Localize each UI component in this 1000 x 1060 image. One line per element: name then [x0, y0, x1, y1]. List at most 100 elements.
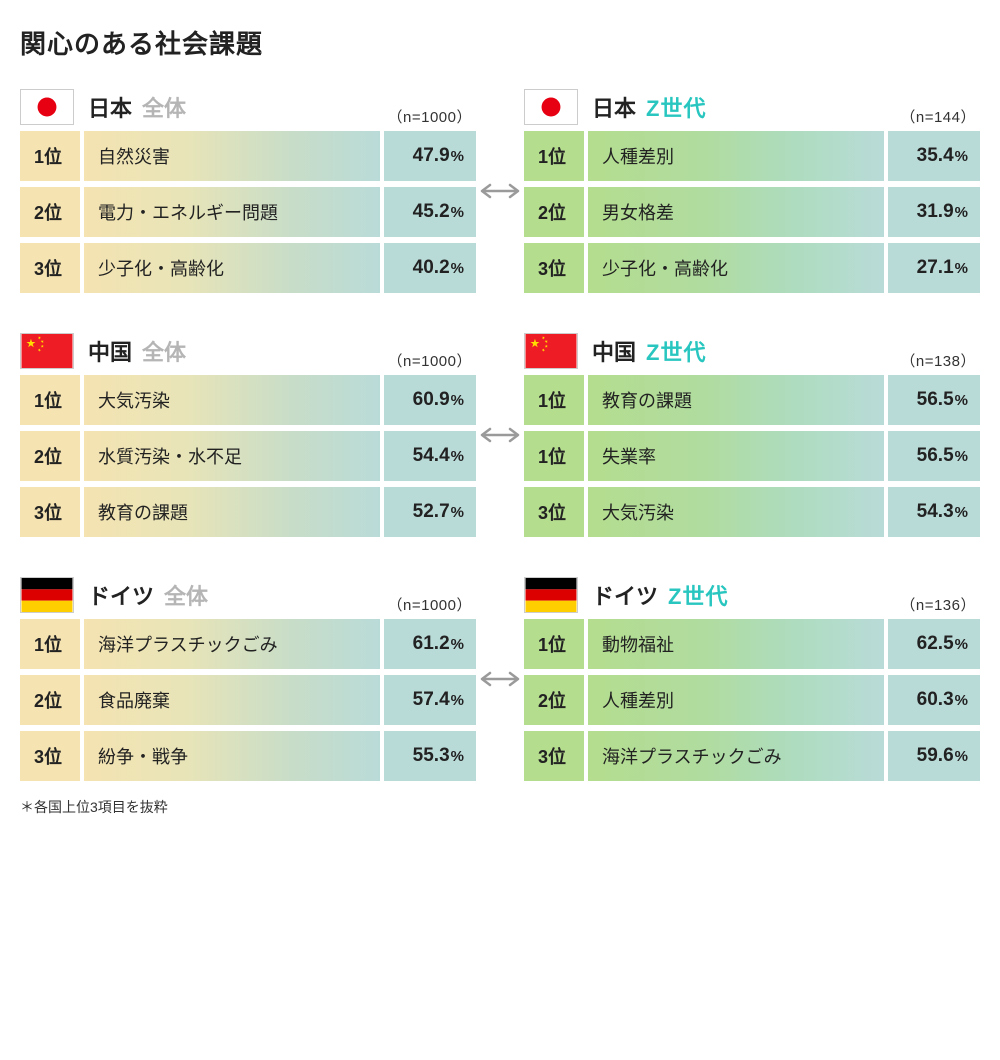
country-name: 中国: [88, 335, 132, 367]
rank-cell: 1位: [20, 375, 80, 425]
ranking-row: 3位 教育の課題 52.7%: [20, 487, 476, 537]
comparison-grid: 日本 全体 （n=1000） 1位 自然災害 47.9% 2位 電力・エネルギー…: [20, 89, 980, 781]
issue-label: 電力・エネルギー問題: [84, 187, 380, 237]
ranking-row: 1位 教育の課題 56.5%: [524, 375, 980, 425]
rank-cell: 3位: [524, 731, 584, 781]
issue-label: 動物福祉: [588, 619, 884, 669]
sample-size: （n=138）: [900, 350, 976, 371]
percentage-cell: 52.7%: [384, 487, 476, 537]
percentage-cell: 61.2%: [384, 619, 476, 669]
ranking-rows: 1位 大気汚染 60.9% 2位 水質汚染・水不足 54.4% 3位 教育の課題…: [20, 375, 476, 537]
percentage-cell: 55.3%: [384, 731, 476, 781]
rank-cell: 1位: [20, 619, 80, 669]
ranking-rows: 1位 教育の課題 56.5% 1位 失業率 56.5% 3位 大気汚染 54.3…: [524, 375, 980, 537]
segment-label-z: Z世代: [646, 91, 706, 123]
ranking-row: 3位 少子化・高齢化 27.1%: [524, 243, 980, 293]
percentage-cell: 60.3%: [888, 675, 980, 725]
sample-size: （n=144）: [900, 106, 976, 127]
segment-label-all: 全体: [142, 335, 186, 367]
ranking-row: 3位 少子化・高齢化 40.2%: [20, 243, 476, 293]
segment-label-all: 全体: [142, 91, 186, 123]
ranking-panel-all: 日本 全体 （n=1000） 1位 自然災害 47.9% 2位 電力・エネルギー…: [20, 89, 476, 293]
issue-label: 大気汚染: [84, 375, 380, 425]
ranking-row: 2位 人種差別 60.3%: [524, 675, 980, 725]
rank-cell: 3位: [20, 731, 80, 781]
ranking-panel-z: ドイツ Z世代 （n=136） 1位 動物福祉 62.5% 2位 人種差別 60…: [524, 577, 980, 781]
ranking-row: 1位 海洋プラスチックごみ 61.2%: [20, 619, 476, 669]
percentage-cell: 31.9%: [888, 187, 980, 237]
flag-japan-icon: [20, 89, 74, 125]
panel-header: 中国 全体 （n=1000）: [20, 333, 476, 369]
percentage-cell: 40.2%: [384, 243, 476, 293]
rank-cell: 1位: [524, 131, 584, 181]
percentage-cell: 62.5%: [888, 619, 980, 669]
ranking-row: 3位 紛争・戦争 55.3%: [20, 731, 476, 781]
percentage-cell: 54.3%: [888, 487, 980, 537]
issue-label: 人種差別: [588, 675, 884, 725]
double-arrow-icon: [478, 426, 522, 444]
country-name: 日本: [88, 91, 132, 123]
panel-header: ドイツ Z世代 （n=136）: [524, 577, 980, 613]
issue-label: 少子化・高齢化: [84, 243, 380, 293]
ranking-row: 2位 電力・エネルギー問題 45.2%: [20, 187, 476, 237]
issue-label: 人種差別: [588, 131, 884, 181]
issue-label: 食品廃棄: [84, 675, 380, 725]
flag-china-icon: [20, 333, 74, 369]
panel-header: 中国 Z世代 （n=138）: [524, 333, 980, 369]
rank-cell: 2位: [20, 675, 80, 725]
ranking-row: 2位 水質汚染・水不足 54.4%: [20, 431, 476, 481]
panel-header: ドイツ 全体 （n=1000）: [20, 577, 476, 613]
issue-label: 少子化・高齢化: [588, 243, 884, 293]
issue-label: 海洋プラスチックごみ: [84, 619, 380, 669]
rank-cell: 1位: [524, 619, 584, 669]
country-name: 中国: [592, 335, 636, 367]
page-title: 関心のある社会課題: [20, 24, 980, 61]
ranking-row: 2位 食品廃棄 57.4%: [20, 675, 476, 725]
rank-cell: 1位: [524, 375, 584, 425]
ranking-rows: 1位 動物福祉 62.5% 2位 人種差別 60.3% 3位 海洋プラスチックご…: [524, 619, 980, 781]
ranking-panel-z: 中国 Z世代 （n=138） 1位 教育の課題 56.5% 1位 失業率 56.…: [524, 333, 980, 537]
issue-label: 教育の課題: [588, 375, 884, 425]
issue-label: 自然災害: [84, 131, 380, 181]
issue-label: 教育の課題: [84, 487, 380, 537]
footnote: ＊各国上位3項目を抜粋: [20, 797, 980, 817]
rank-cell: 2位: [20, 187, 80, 237]
flag-germany-icon: [20, 577, 74, 613]
connector: [476, 333, 524, 537]
double-arrow-icon: [478, 182, 522, 200]
panel-header: 日本 Z世代 （n=144）: [524, 89, 980, 125]
flag-china-icon: [524, 333, 578, 369]
ranking-panel-z: 日本 Z世代 （n=144） 1位 人種差別 35.4% 2位 男女格差 31.…: [524, 89, 980, 293]
percentage-cell: 35.4%: [888, 131, 980, 181]
rank-cell: 1位: [524, 431, 584, 481]
issue-label: 海洋プラスチックごみ: [588, 731, 884, 781]
ranking-row: 2位 男女格差 31.9%: [524, 187, 980, 237]
percentage-cell: 54.4%: [384, 431, 476, 481]
rank-cell: 3位: [524, 243, 584, 293]
percentage-cell: 59.6%: [888, 731, 980, 781]
connector: [476, 89, 524, 293]
country-name: 日本: [592, 91, 636, 123]
rank-cell: 3位: [20, 243, 80, 293]
ranking-panel-all: 中国 全体 （n=1000） 1位 大気汚染 60.9% 2位 水質汚染・水不足…: [20, 333, 476, 537]
sample-size: （n=136）: [900, 594, 976, 615]
ranking-panel-all: ドイツ 全体 （n=1000） 1位 海洋プラスチックごみ 61.2% 2位 食…: [20, 577, 476, 781]
ranking-row: 1位 人種差別 35.4%: [524, 131, 980, 181]
percentage-cell: 47.9%: [384, 131, 476, 181]
rank-cell: 1位: [20, 131, 80, 181]
issue-label: 男女格差: [588, 187, 884, 237]
ranking-rows: 1位 人種差別 35.4% 2位 男女格差 31.9% 3位 少子化・高齢化 2…: [524, 131, 980, 293]
flag-japan-icon: [524, 89, 578, 125]
issue-label: 大気汚染: [588, 487, 884, 537]
sample-size: （n=1000）: [388, 594, 472, 615]
rank-cell: 2位: [524, 187, 584, 237]
rank-cell: 3位: [20, 487, 80, 537]
country-name: ドイツ: [592, 579, 658, 611]
rank-cell: 3位: [524, 487, 584, 537]
ranking-row: 1位 動物福祉 62.5%: [524, 619, 980, 669]
ranking-row: 3位 大気汚染 54.3%: [524, 487, 980, 537]
ranking-row: 1位 大気汚染 60.9%: [20, 375, 476, 425]
ranking-rows: 1位 自然災害 47.9% 2位 電力・エネルギー問題 45.2% 3位 少子化…: [20, 131, 476, 293]
ranking-row: 3位 海洋プラスチックごみ 59.6%: [524, 731, 980, 781]
sample-size: （n=1000）: [388, 106, 472, 127]
